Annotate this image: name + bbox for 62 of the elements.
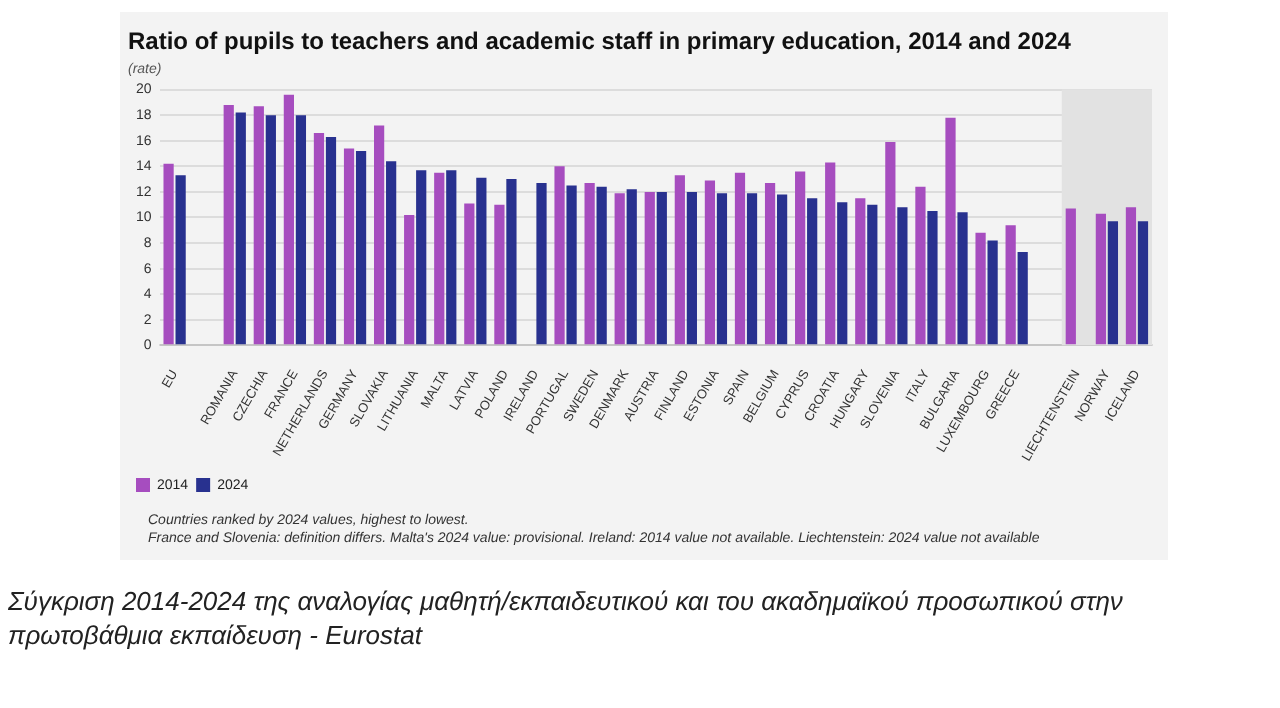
bar [746,193,758,345]
bar [253,106,264,345]
bar [1137,221,1149,345]
bar [837,202,848,345]
bar [313,133,325,345]
bar [1017,252,1028,345]
bar [885,142,896,345]
chart-title: Ratio of pupils to teachers and academic staff in primary education, 2014 and 2024 [128,27,1072,56]
bar [343,148,355,345]
bar [355,150,367,345]
bar [855,198,866,345]
bar [975,232,986,345]
bar [614,193,625,345]
bar [584,182,595,345]
bar [506,179,517,345]
bar [867,204,878,345]
bar [1095,213,1106,345]
text: Σύγκριση 2014-2024 της αναλογίας μαθητή/εκπαιδευτικού και του ακαδημαϊκού προσωπικού στην πρωτοβάθμια εκπαίδευση - Eurostat [8,584,1125,652]
bar [626,189,637,345]
bar [674,175,685,345]
bar [987,240,998,345]
bar [265,115,276,345]
bar [374,125,385,345]
bar [416,170,427,345]
bar [235,112,246,345]
bar [554,166,565,345]
bar [686,191,697,345]
bar [644,191,655,345]
bar [915,186,926,345]
bar [404,214,415,345]
bar [945,117,956,345]
bar [957,212,968,345]
bar [566,185,577,345]
bar [1065,208,1076,345]
bar [1125,207,1137,345]
bar [295,115,307,345]
bar [825,162,836,345]
bar [464,203,475,345]
bar [163,163,174,345]
bar [807,198,818,345]
bar [223,104,234,345]
bar [776,194,788,345]
bar [175,175,186,345]
bar [386,161,397,345]
bar [494,204,505,345]
bar [656,191,667,345]
bar [927,211,938,345]
bar [596,186,607,345]
bar [716,193,728,345]
bar [536,182,547,345]
bar [1107,221,1119,345]
bar [325,136,337,345]
bar [476,177,487,345]
bar [764,182,776,345]
bar [446,170,457,345]
bar [897,207,908,345]
bar [1005,225,1016,345]
bar [704,180,716,345]
bar [283,94,294,345]
bar [734,172,746,345]
bar [434,172,445,345]
bar [795,171,806,345]
